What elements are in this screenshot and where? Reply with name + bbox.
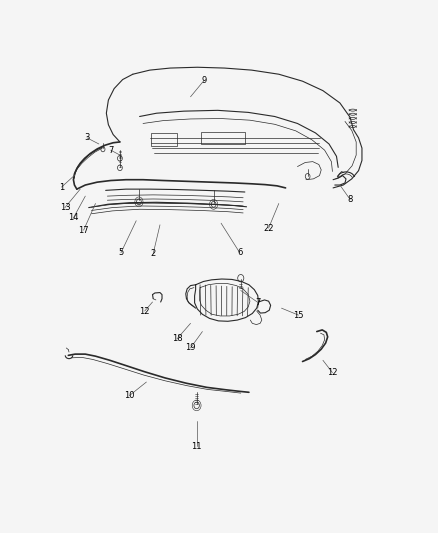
Text: 13: 13 [60, 203, 70, 212]
Text: 3: 3 [84, 133, 90, 142]
Text: 12: 12 [139, 306, 150, 316]
Text: 8: 8 [347, 195, 353, 204]
Text: 15: 15 [293, 311, 304, 320]
Text: 19: 19 [185, 343, 196, 352]
Text: 11: 11 [191, 442, 202, 451]
Text: 10: 10 [124, 391, 134, 400]
Bar [152, 133, 177, 146]
Text: 12: 12 [327, 368, 338, 377]
Text: 5: 5 [118, 248, 124, 257]
Text: 2: 2 [151, 249, 156, 258]
Text: 14: 14 [68, 213, 79, 222]
Text: 6: 6 [237, 248, 243, 257]
Text: 1: 1 [59, 183, 64, 191]
Text: 7: 7 [108, 146, 113, 155]
Text: 9: 9 [201, 76, 207, 85]
Text: 18: 18 [172, 334, 182, 343]
Bar [201, 133, 245, 144]
Text: 7: 7 [256, 298, 261, 308]
Text: 17: 17 [78, 225, 89, 235]
Text: 22: 22 [263, 224, 274, 232]
